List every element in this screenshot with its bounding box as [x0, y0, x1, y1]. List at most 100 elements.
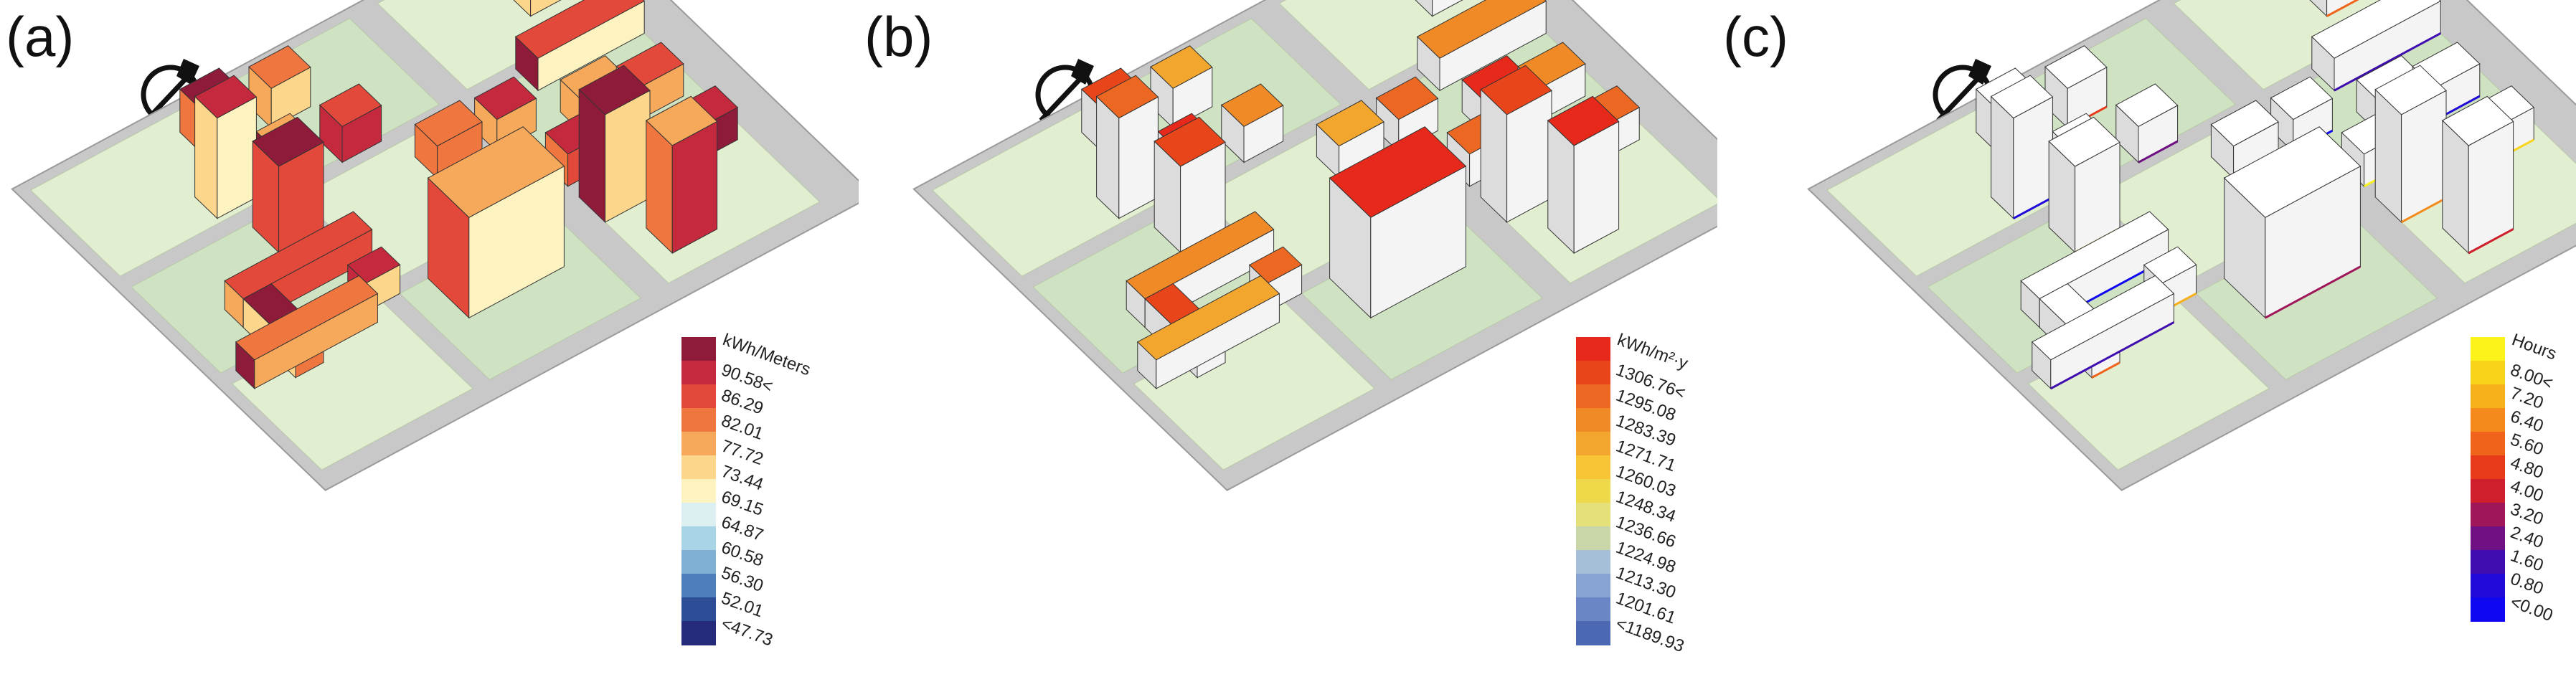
legend-swatch — [681, 503, 716, 527]
legend-swatch — [681, 408, 716, 432]
legend-swatch — [2471, 455, 2505, 480]
legend-swatch — [1576, 455, 1610, 480]
building-roof — [1329, 126, 1467, 218]
legend-swatch — [681, 384, 716, 409]
legend-swatch — [2471, 337, 2505, 361]
building-roof — [2374, 65, 2447, 115]
city-model-a — [11, 0, 859, 491]
legend-swatch — [681, 526, 716, 551]
building-roof — [578, 65, 651, 115]
building-wall — [513, 0, 532, 17]
building-roof — [319, 83, 382, 128]
building-roof — [1126, 211, 1275, 300]
legend-swatch — [1576, 621, 1610, 645]
color-legend-b: kWh/m²·y1306.76<1295.081283.391271.71126… — [1576, 330, 1691, 656]
city-model-b — [912, 0, 1717, 491]
city-model-c — [1807, 0, 2576, 491]
building-base-line — [2013, 196, 2054, 219]
legend-swatch — [1576, 479, 1610, 503]
building-wall — [530, 0, 562, 17]
legend-swatch — [681, 597, 716, 622]
building-roof — [1375, 76, 1439, 120]
building-roof — [2044, 45, 2108, 89]
panel-b: (b) kWh/m²·y 1306.76< 1295.08 1283.39 1271.7… — [859, 0, 1717, 682]
legend-swatch — [1576, 408, 1610, 432]
building-base-line — [2400, 196, 2447, 224]
building-roof — [1220, 83, 1284, 128]
panel-label: (b) — [864, 5, 933, 68]
building-roof — [224, 211, 373, 300]
legend-swatch — [2471, 479, 2505, 503]
building-base-line — [2138, 140, 2179, 164]
building-wall — [1415, 0, 1433, 17]
legend-swatch — [2471, 432, 2505, 456]
panel-label: (a) — [6, 5, 75, 68]
building-roof — [1547, 95, 1620, 146]
building-roof — [1136, 275, 1280, 361]
building-roof — [2441, 95, 2514, 146]
legend-swatch — [2471, 597, 2505, 622]
building-roof — [414, 100, 483, 147]
legend-swatch — [2471, 526, 2505, 551]
building-wall — [2326, 0, 2358, 17]
legend-swatch — [681, 432, 716, 456]
legend-swatch — [1576, 432, 1610, 456]
building-roof — [2115, 83, 2179, 128]
building-base-line — [2265, 265, 2362, 319]
building-roof — [645, 95, 718, 146]
legend-tick-label: <1189.93 — [1613, 614, 1686, 656]
panel-c: (c) Hours 8.00< 7.20 6.40 5.60 4.80 4.00 3.20 2.… — [1717, 0, 2576, 682]
legend-swatch — [1576, 526, 1610, 551]
legend-swatch — [681, 337, 716, 361]
color-legend-a: kWh/Meters90.58<86.2982.0177.7273.4469.1… — [681, 330, 813, 650]
building-base-line — [2334, 32, 2441, 92]
panel-label: (c) — [1723, 5, 1788, 68]
legend-unit-label: Hours — [2509, 330, 2559, 364]
building-roof — [473, 76, 537, 120]
legend-swatch — [1576, 337, 1610, 361]
panel-a: (a) kWh/Meters 90.58< 86.29 82.01 77.72 73.44… — [0, 0, 859, 682]
legend-swatch — [681, 574, 716, 598]
legend-swatch — [2471, 550, 2505, 574]
building-roof — [2210, 100, 2279, 147]
building-roof — [2223, 126, 2362, 218]
building-roof — [2048, 116, 2120, 167]
legend-swatch — [681, 621, 716, 645]
building-roof — [252, 116, 324, 167]
legend-swatch — [681, 550, 716, 574]
building-roof — [194, 75, 258, 119]
legend-swatch — [2471, 361, 2505, 385]
building-roof — [427, 126, 565, 218]
legend-swatch — [1576, 384, 1610, 409]
building-roof — [1990, 75, 2054, 119]
building-base-line — [2468, 228, 2514, 255]
building-roof — [1416, 0, 1547, 59]
building-roof — [2270, 76, 2334, 120]
building-base-line — [2091, 361, 2120, 379]
building-roof — [235, 275, 379, 361]
building-base-line — [2326, 0, 2359, 17]
legend-swatch — [681, 455, 716, 480]
building-roof — [1480, 65, 1552, 115]
legend-swatch — [1576, 550, 1610, 574]
building-wall — [2309, 0, 2328, 17]
legend-swatch — [2471, 503, 2505, 527]
building-roof — [514, 0, 646, 59]
building-roof — [2311, 0, 2442, 59]
building-roof — [1153, 116, 1226, 167]
building-wall — [1432, 0, 1463, 17]
legend-swatch — [681, 479, 716, 503]
color-legend-c: Hours8.00<7.206.405.604.804.003.202.401.… — [2471, 330, 2559, 625]
building-roof — [2020, 211, 2169, 300]
building-roof — [2031, 275, 2175, 361]
legend-swatch — [1576, 361, 1610, 385]
legend-swatch — [1576, 503, 1610, 527]
building-roof — [1095, 75, 1159, 119]
legend-tick-label: <47.73 — [719, 614, 775, 650]
legend-swatch — [2471, 408, 2505, 432]
legend-tick-label: <0.00 — [2508, 592, 2555, 625]
legend-swatch — [2471, 574, 2505, 598]
legend-swatch — [1576, 597, 1610, 622]
legend-swatch — [2471, 384, 2505, 409]
building-base-line — [2050, 321, 2175, 390]
